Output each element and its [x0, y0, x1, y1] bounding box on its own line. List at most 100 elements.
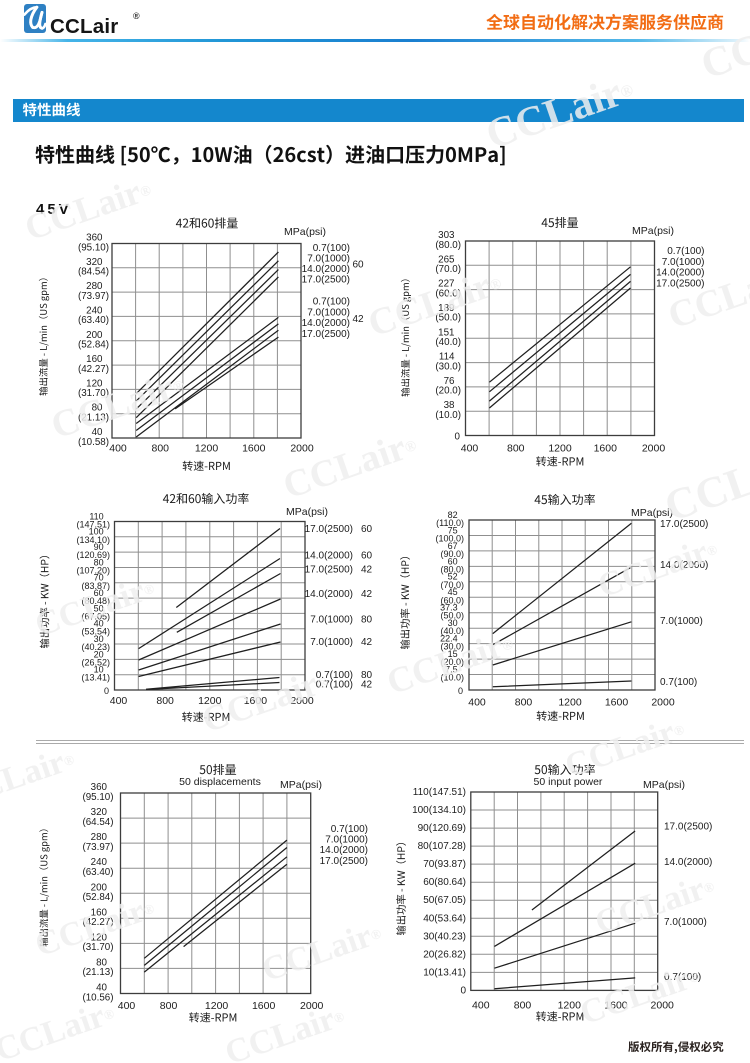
svg-text:(63.40): (63.40)	[78, 315, 109, 326]
svg-text:90(120.69): 90(120.69)	[418, 823, 466, 834]
svg-text:1200: 1200	[548, 443, 572, 455]
svg-text:1200: 1200	[198, 695, 222, 707]
svg-text:7.0(1000): 7.0(1000)	[325, 835, 368, 846]
svg-text:(50.0): (50.0)	[440, 611, 464, 621]
svg-text:60: 60	[361, 524, 373, 535]
svg-text:400: 400	[472, 1000, 490, 1012]
svg-text:45: 45	[448, 587, 458, 597]
svg-text:1200: 1200	[195, 443, 219, 455]
svg-text:50(67.05): 50(67.05)	[423, 895, 466, 906]
svg-text:17.0(2500): 17.0(2500)	[660, 519, 708, 530]
svg-text:14.0(2000): 14.0(2000)	[302, 318, 350, 329]
svg-text:7.0(1000): 7.0(1000)	[307, 307, 350, 318]
svg-text:0.7(100): 0.7(100)	[313, 243, 350, 254]
svg-text:1200: 1200	[558, 697, 582, 709]
svg-text:(147.51): (147.51)	[76, 520, 110, 530]
svg-text:280: 280	[86, 281, 103, 292]
svg-text:20: 20	[94, 649, 104, 659]
svg-text:7.0(1000): 7.0(1000)	[660, 616, 703, 627]
svg-text:70(93.87): 70(93.87)	[423, 859, 466, 870]
svg-text:(80.0): (80.0)	[440, 564, 464, 574]
svg-text:(53.54): (53.54)	[81, 627, 110, 637]
svg-text:(110.0): (110.0)	[436, 518, 464, 528]
svg-text:0.7(100): 0.7(100)	[667, 246, 704, 257]
svg-text:50 input power: 50 input power	[534, 776, 603, 788]
svg-text:7.0(1000): 7.0(1000)	[307, 254, 350, 265]
svg-text:(30.0): (30.0)	[435, 361, 461, 372]
svg-text:0: 0	[460, 985, 466, 996]
svg-text:800: 800	[515, 697, 533, 709]
svg-text:17.0(2500): 17.0(2500)	[302, 275, 350, 286]
svg-text:75: 75	[448, 525, 458, 535]
svg-text:42: 42	[353, 314, 365, 325]
svg-text:(40.0): (40.0)	[435, 337, 461, 348]
svg-text:400: 400	[468, 697, 486, 709]
svg-text:1600: 1600	[244, 695, 268, 707]
svg-text:7.0(1000): 7.0(1000)	[310, 637, 353, 648]
svg-text:100(134.10): 100(134.10)	[412, 805, 466, 816]
svg-text:2000: 2000	[290, 695, 314, 707]
svg-text:1600: 1600	[594, 443, 618, 455]
svg-text:400: 400	[461, 443, 479, 455]
svg-text:(10.0): (10.0)	[440, 673, 464, 683]
svg-text:MPa(psi): MPa(psi)	[280, 779, 322, 791]
svg-text:(80.0): (80.0)	[435, 240, 461, 251]
svg-text:17.0(2500): 17.0(2500)	[302, 329, 350, 340]
svg-text:1600: 1600	[605, 697, 629, 709]
svg-text:240: 240	[86, 305, 103, 316]
svg-text:14.0(2000): 14.0(2000)	[302, 264, 350, 275]
svg-text:(90.0): (90.0)	[440, 549, 464, 559]
svg-text:17.0(2500): 17.0(2500)	[320, 856, 368, 867]
svg-text:17.0(2500): 17.0(2500)	[305, 565, 353, 576]
svg-text:265: 265	[438, 254, 455, 265]
svg-text:(31.70): (31.70)	[78, 388, 109, 399]
svg-text:(100.0): (100.0)	[435, 533, 464, 543]
svg-text:60: 60	[361, 551, 373, 562]
svg-text:20(26.82): 20(26.82)	[423, 949, 466, 960]
svg-text:(13.41): (13.41)	[81, 673, 110, 683]
svg-text:70: 70	[94, 573, 104, 583]
svg-text:151: 151	[438, 327, 454, 338]
svg-text:0: 0	[455, 431, 461, 442]
svg-text:800: 800	[160, 1000, 178, 1012]
svg-text:37.3: 37.3	[440, 603, 458, 613]
svg-text:(50.0): (50.0)	[435, 313, 461, 324]
svg-text:800: 800	[151, 443, 169, 455]
svg-text:MPa(psi): MPa(psi)	[284, 226, 326, 238]
svg-text:800: 800	[156, 695, 174, 707]
svg-text:189: 189	[438, 303, 454, 314]
svg-text:400: 400	[109, 443, 127, 455]
svg-text:800: 800	[507, 443, 525, 455]
svg-text:40: 40	[96, 983, 107, 994]
svg-text:38: 38	[444, 400, 455, 411]
svg-text:76: 76	[444, 376, 455, 387]
svg-text:120: 120	[91, 932, 108, 943]
svg-text:7.0(1000): 7.0(1000)	[664, 917, 707, 928]
svg-text:320: 320	[86, 257, 103, 268]
svg-text:14.0(2000): 14.0(2000)	[320, 845, 368, 856]
svg-text:1200: 1200	[558, 1000, 582, 1012]
svg-text:42: 42	[361, 589, 373, 600]
svg-text:360: 360	[86, 233, 103, 244]
svg-text:MPa(psi): MPa(psi)	[643, 779, 685, 791]
svg-text:(42.27): (42.27)	[78, 364, 109, 375]
svg-text:110: 110	[89, 511, 103, 521]
svg-text:0.7(100): 0.7(100)	[664, 972, 701, 983]
svg-text:14.0(2000): 14.0(2000)	[664, 857, 712, 868]
svg-text:0: 0	[104, 686, 109, 696]
svg-text:60(80.64): 60(80.64)	[423, 877, 466, 888]
svg-text:(30.0): (30.0)	[440, 642, 464, 652]
svg-text:MPa(psi): MPa(psi)	[286, 506, 328, 518]
svg-text:67: 67	[448, 541, 458, 551]
svg-text:42: 42	[361, 637, 373, 648]
svg-text:(120.69): (120.69)	[76, 550, 110, 560]
svg-text:(21.13): (21.13)	[78, 412, 109, 423]
svg-text:7.0(1000): 7.0(1000)	[310, 615, 353, 626]
svg-text:80: 80	[94, 557, 104, 567]
svg-text:(67.05): (67.05)	[81, 611, 110, 621]
svg-text:22.4: 22.4	[440, 634, 458, 644]
svg-text:0.7(100): 0.7(100)	[660, 677, 697, 688]
svg-text:15: 15	[448, 649, 458, 659]
svg-text:30: 30	[448, 618, 458, 628]
svg-text:60: 60	[94, 588, 104, 598]
